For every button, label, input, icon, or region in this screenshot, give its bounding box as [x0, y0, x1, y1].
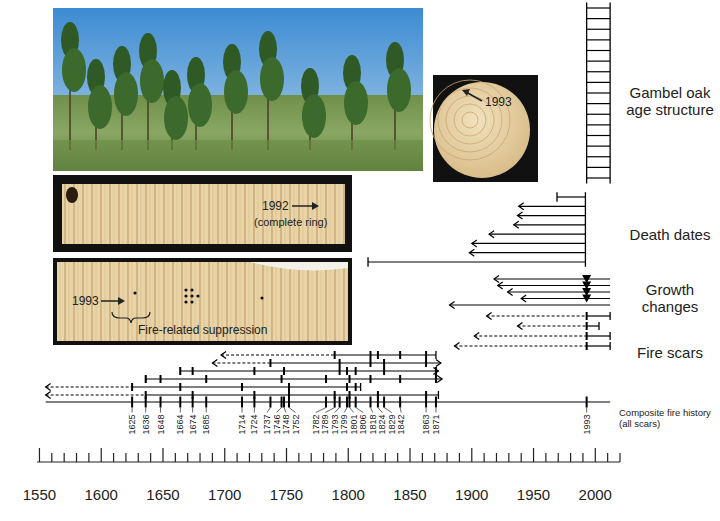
svg-text:1685: 1685: [201, 415, 211, 435]
svg-text:1793: 1793: [330, 415, 340, 435]
svg-text:1993: 1993: [582, 415, 592, 435]
svg-text:(complete ring): (complete ring): [254, 216, 327, 228]
svg-text:1850: 1850: [393, 486, 426, 503]
html-text:Gambel oak age structure: Gambel oak age structure: [626, 84, 714, 119]
html-text:Death dates: Death dates: [629, 226, 711, 243]
svg-text:1625: 1625: [127, 415, 137, 435]
svg-text:1800: 1800: [332, 486, 365, 503]
svg-text:1824: 1824: [377, 415, 387, 435]
html-text:Composite fire history (all sc: Composite fire history (all scars): [619, 407, 711, 429]
svg-text:1992: 1992: [262, 199, 289, 213]
svg-text:1829: 1829: [387, 415, 397, 435]
svg-text:1724: 1724: [249, 415, 259, 435]
svg-text:1842: 1842: [396, 415, 406, 435]
svg-text:Fire-related suppression: Fire-related suppression: [138, 323, 267, 337]
html-text:Fire scars: Fire scars: [637, 344, 703, 361]
svg-text:1636: 1636: [141, 415, 151, 435]
svg-text:1600: 1600: [85, 486, 118, 503]
svg-text:1750: 1750: [270, 486, 303, 503]
svg-text:1650: 1650: [146, 486, 179, 503]
svg-text:1700: 1700: [208, 486, 241, 503]
svg-text:1714: 1714: [237, 415, 247, 435]
svg-text:1799: 1799: [339, 415, 349, 435]
svg-text:1746: 1746: [272, 415, 282, 435]
svg-text:1664: 1664: [175, 415, 185, 435]
svg-text:1674: 1674: [188, 415, 198, 435]
html-text:Growth changes: Growth changes: [641, 281, 699, 316]
svg-text:1993: 1993: [72, 294, 99, 308]
svg-text:1748: 1748: [281, 415, 291, 435]
svg-text:1737: 1737: [262, 415, 272, 435]
svg-text:1752: 1752: [291, 415, 301, 435]
svg-text:1818: 1818: [368, 415, 378, 435]
svg-text:1806: 1806: [358, 415, 368, 435]
svg-text:1993: 1993: [485, 95, 512, 109]
svg-text:1801: 1801: [349, 415, 359, 435]
svg-text:1550: 1550: [23, 486, 56, 503]
svg-text:1871: 1871: [431, 415, 441, 435]
svg-text:2000: 2000: [579, 486, 612, 503]
svg-text:1863: 1863: [421, 415, 431, 435]
svg-text:1950: 1950: [517, 486, 550, 503]
svg-text:1782: 1782: [311, 415, 321, 435]
svg-text:1789: 1789: [320, 415, 330, 435]
svg-text:1648: 1648: [156, 415, 166, 435]
svg-text:1900: 1900: [455, 486, 488, 503]
